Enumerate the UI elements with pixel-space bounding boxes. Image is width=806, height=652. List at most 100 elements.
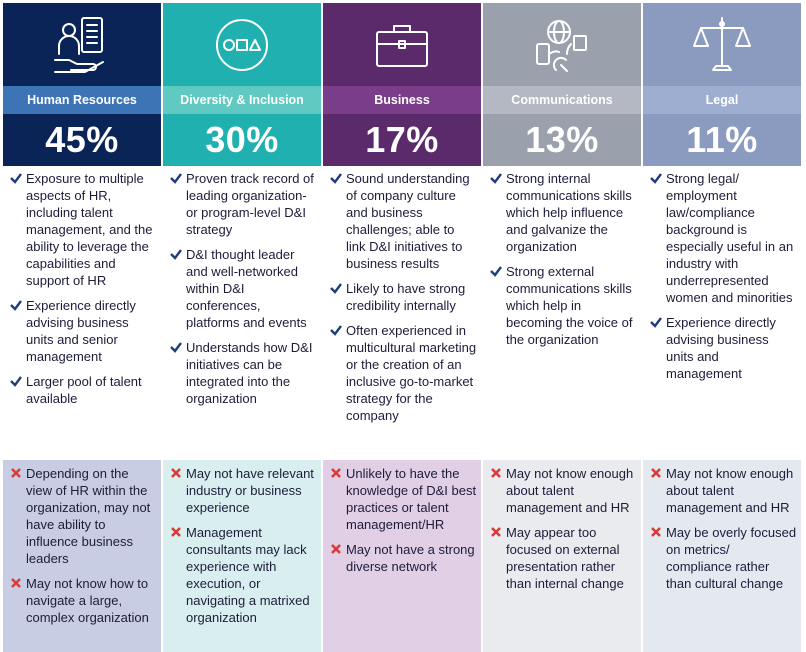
pro-text: Strong internal communications skills wh… <box>506 171 632 254</box>
pro-item: Understands how D&I initiatives can be i… <box>163 339 321 407</box>
cons-list: May not know enough about talent managem… <box>643 460 801 652</box>
hr-person-document-icon <box>54 16 104 73</box>
con-text: May appear too focused on external prese… <box>506 525 624 591</box>
con-item: May not have a strong diverse network <box>323 541 481 575</box>
icon-panel <box>643 3 801 86</box>
check-icon <box>170 173 182 184</box>
pro-item: Larger pool of talent available <box>3 373 161 407</box>
pro-item: Strong legal/ employment law/compliance … <box>643 170 801 306</box>
pro-text: Experience directly advising business un… <box>26 298 136 364</box>
con-item: May be overly focused on metrics/ compli… <box>643 524 801 592</box>
column-legal: Legal 11% Strong legal/ employment law/c… <box>643 0 801 652</box>
globe-devices-icon <box>536 19 587 72</box>
con-item: Management consultants may lack experien… <box>163 524 321 626</box>
con-item: Depending on the view of HR within the o… <box>3 465 161 567</box>
column-human-resources: Human Resources 45% Exposure to multiple… <box>3 0 161 652</box>
con-text: May not have relevant industry or busine… <box>186 466 314 515</box>
pro-item: Often experienced in multicultural marke… <box>323 322 481 424</box>
pro-item: Sound understanding of company culture a… <box>323 170 481 272</box>
pro-text: D&I thought leader and well-networked wi… <box>186 247 307 330</box>
pro-item: Experience directly advising business un… <box>3 297 161 365</box>
con-text: Depending on the view of HR within the o… <box>26 466 151 566</box>
percent-value: 17% <box>323 114 481 166</box>
check-icon <box>650 317 662 328</box>
icon-panel <box>323 3 481 86</box>
con-text: May not know how to navigate a large, co… <box>26 576 149 625</box>
pros-list: Exposure to multiple aspects of HR, incl… <box>3 170 161 415</box>
percent-value: 13% <box>483 114 641 166</box>
cross-icon <box>651 527 661 537</box>
con-text: May not know enough about talent managem… <box>666 466 794 515</box>
pro-item: Strong internal communications skills wh… <box>483 170 641 255</box>
pro-item: Strong external communications skills wh… <box>483 263 641 348</box>
check-icon <box>10 300 22 311</box>
briefcase-icon <box>376 24 428 67</box>
check-icon <box>490 173 502 184</box>
pros-list: Strong internal communications skills wh… <box>483 170 641 356</box>
cross-icon <box>651 468 661 478</box>
column-title: Human Resources <box>3 86 161 114</box>
con-text: May not know enough about talent managem… <box>506 466 634 515</box>
pro-item: Experience directly advising business un… <box>643 314 801 382</box>
con-text: May be overly focused on metrics/ compli… <box>666 525 797 591</box>
pros-list: Proven track record of leading organizat… <box>163 170 321 415</box>
cons-list: May not have relevant industry or busine… <box>163 460 321 652</box>
cons-list: May not know enough about talent managem… <box>483 460 641 652</box>
check-icon <box>170 342 182 353</box>
cross-icon <box>11 468 21 478</box>
cross-icon <box>491 468 501 478</box>
cross-icon <box>171 468 181 478</box>
check-icon <box>330 283 342 294</box>
con-text: Unlikely to have the knowledge of D&I be… <box>346 466 477 532</box>
check-icon <box>10 376 22 387</box>
pros-list: Sound understanding of company culture a… <box>323 170 481 432</box>
percent-value: 45% <box>3 114 161 166</box>
cross-icon <box>171 527 181 537</box>
check-icon <box>330 173 342 184</box>
check-icon <box>650 173 662 184</box>
pro-text: Exposure to multiple aspects of HR, incl… <box>26 171 153 288</box>
pro-item: D&I thought leader and well-networked wi… <box>163 246 321 331</box>
con-item: May not know enough about talent managem… <box>643 465 801 516</box>
con-text: May not have a strong diverse network <box>346 542 475 574</box>
check-icon <box>10 173 22 184</box>
scales-icon <box>693 16 751 71</box>
pros-list: Strong legal/ employment law/compliance … <box>643 170 801 390</box>
cons-list: Unlikely to have the knowledge of D&I be… <box>323 460 481 652</box>
con-item: May appear too focused on external prese… <box>483 524 641 592</box>
pro-text: Experience directly advising business un… <box>666 315 776 381</box>
pro-text: Strong legal/ employment law/compliance … <box>666 171 794 305</box>
shapes-circle-icon <box>216 18 268 71</box>
pro-text: Likely to have strong credibility intern… <box>346 281 466 313</box>
percent-value: 30% <box>163 114 321 166</box>
icon-panel <box>3 3 161 86</box>
pro-text: Often experienced in multicultural marke… <box>346 323 477 423</box>
con-item: Unlikely to have the knowledge of D&I be… <box>323 465 481 533</box>
column-title: Diversity & Inclusion <box>163 86 321 114</box>
cross-icon <box>331 544 341 554</box>
column-title: Business <box>323 86 481 114</box>
check-icon <box>170 249 182 260</box>
column-business: Business 17% Sound understanding of comp… <box>323 0 481 652</box>
pro-item: Likely to have strong credibility intern… <box>323 280 481 314</box>
icon-panel <box>163 3 321 86</box>
cross-icon <box>491 527 501 537</box>
pro-item: Exposure to multiple aspects of HR, incl… <box>3 170 161 289</box>
cross-icon <box>331 468 341 478</box>
con-item: May not have relevant industry or busine… <box>163 465 321 516</box>
column-communications: Communications 13% Strong internal commu… <box>483 0 641 652</box>
column-diversity-inclusion: Diversity & Inclusion 30% Proven track r… <box>163 0 321 652</box>
con-text: Management consultants may lack experien… <box>186 525 310 625</box>
pro-text: Sound understanding of company culture a… <box>346 171 470 271</box>
con-item: May not know how to navigate a large, co… <box>3 575 161 626</box>
cross-icon <box>11 578 21 588</box>
icon-panel <box>483 3 641 86</box>
cons-list: Depending on the view of HR within the o… <box>3 460 161 652</box>
column-title: Legal <box>643 86 801 114</box>
pro-item: Proven track record of leading organizat… <box>163 170 321 238</box>
percent-value: 11% <box>643 114 801 166</box>
check-icon <box>490 266 502 277</box>
pro-text: Strong external communications skills wh… <box>506 264 633 347</box>
pro-text: Understands how D&I initiatives can be i… <box>186 340 313 406</box>
